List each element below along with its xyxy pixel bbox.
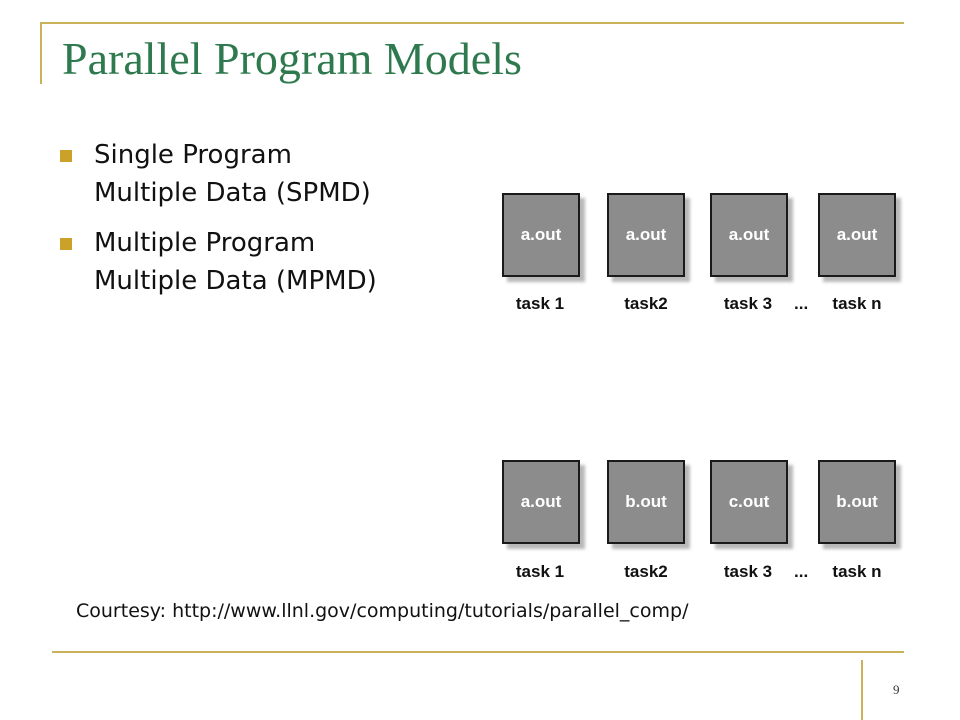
program-box: a.out: [502, 460, 580, 544]
program-box: b.out: [607, 460, 685, 544]
slide-title: Parallel Program Models: [62, 33, 522, 84]
program-box: b.out: [818, 460, 896, 544]
task-label: task n: [832, 562, 882, 581]
program-label: a.out: [520, 492, 562, 511]
square-bullet-icon: [60, 238, 72, 250]
task-label: task 1: [515, 294, 565, 313]
program-label: c.out: [728, 492, 770, 511]
bullet-text: Single Program Multiple Data (SPMD): [94, 140, 371, 208]
program-label: a.out: [625, 225, 667, 244]
program-box: c.out: [710, 460, 788, 544]
program-label: a.out: [836, 225, 878, 244]
program-box: a.out: [710, 193, 788, 277]
task-label: task2: [624, 562, 668, 581]
task-label: task 3: [723, 562, 773, 581]
courtesy-note: Courtesy: http://www.llnl.gov/computing/…: [76, 600, 689, 622]
square-bullet-icon: [60, 150, 72, 162]
program-box: a.out: [818, 193, 896, 277]
program-label: b.out: [625, 492, 667, 511]
bullet-list: Single Program Multiple Data (SPMD) Mult…: [60, 136, 377, 312]
program-box: a.out: [502, 193, 580, 277]
bullet-spmd: Single Program Multiple Data (SPMD): [60, 136, 377, 212]
task-label: task n: [832, 294, 882, 313]
bullet-mpmd: Multiple Program Multiple Data (MPMD): [60, 224, 377, 300]
task-label: task 3: [723, 294, 773, 313]
task-label: task 1: [515, 562, 565, 581]
ellipsis: ...: [794, 294, 809, 313]
task-label: task2: [624, 294, 668, 313]
page-number: 9: [893, 682, 900, 697]
bullet-text: Multiple Program Multiple Data (MPMD): [94, 228, 377, 296]
left-rule: [40, 22, 42, 84]
right-rule: [861, 660, 863, 720]
program-label: b.out: [836, 492, 878, 511]
program-box: a.out: [607, 193, 685, 277]
top-rule: [40, 22, 904, 24]
ellipsis: ...: [794, 562, 809, 581]
program-label: a.out: [728, 225, 770, 244]
bottom-rule: [52, 651, 904, 653]
program-label: a.out: [520, 225, 562, 244]
